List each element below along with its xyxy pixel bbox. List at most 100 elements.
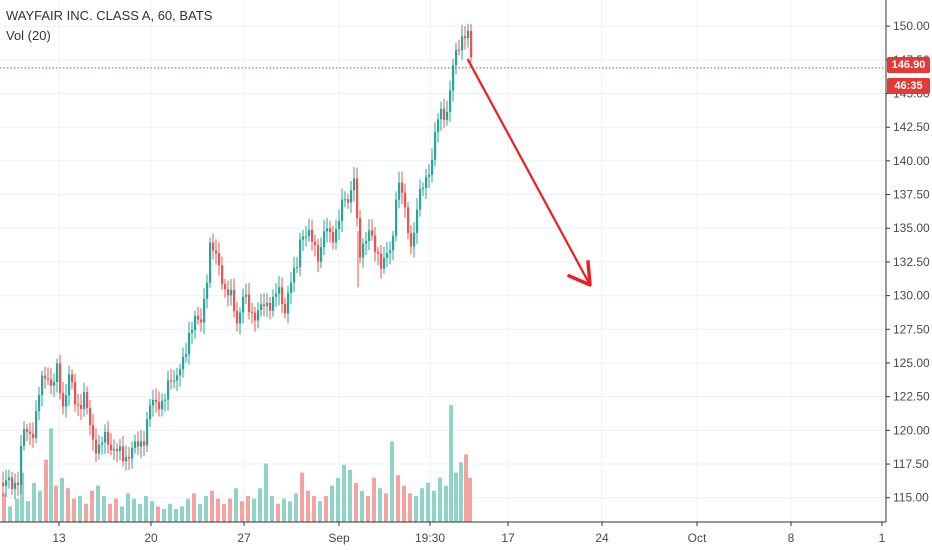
candle-body (398, 182, 401, 200)
volume-bar (354, 483, 358, 522)
volume-bar (78, 496, 82, 522)
volume-bar (270, 496, 274, 522)
volume-bar (276, 503, 280, 522)
candle-body (116, 449, 119, 451)
volume-bar (246, 496, 250, 522)
volume-bar (20, 472, 24, 522)
chart-legend: WAYFAIR INC. CLASS A, 60, BATS Vol (20) (6, 6, 212, 46)
candle-body (320, 247, 323, 262)
candle-body (131, 447, 134, 459)
candle-body (344, 199, 347, 201)
volume-bar (84, 503, 88, 522)
candle-body (95, 439, 98, 454)
candle-body (209, 242, 212, 283)
candle-body (221, 265, 224, 285)
symbol-title[interactable]: WAYFAIR INC. CLASS A, 60, BATS (6, 8, 213, 23)
volume-bar (2, 493, 6, 522)
candle-body (236, 311, 239, 324)
candle-body (194, 315, 197, 331)
candle-body (110, 444, 113, 451)
candle-body (458, 49, 461, 51)
candle-body (251, 312, 254, 314)
candle-body (74, 382, 77, 405)
candle-body (299, 239, 302, 268)
volume-bar (396, 475, 400, 522)
candle-body (272, 296, 275, 311)
candle-body (392, 235, 395, 251)
volume-bar (192, 493, 196, 522)
candle-body (167, 380, 170, 400)
volume-bar (426, 483, 430, 522)
candle-body (245, 294, 248, 297)
candle-body (2, 482, 5, 486)
volume-bar (150, 501, 154, 522)
last-price-tag: 146.90 (887, 57, 930, 73)
candle-body (350, 190, 353, 203)
volume-bar (318, 501, 322, 522)
volume-bar (234, 488, 238, 522)
candle-body (143, 441, 146, 446)
candle-body (89, 407, 92, 425)
candle-body (380, 253, 383, 269)
volume-bar (282, 498, 286, 522)
volume-bar (454, 472, 458, 522)
candle-body (359, 218, 362, 258)
volume-bar (464, 454, 468, 522)
candle-body (125, 456, 128, 462)
candle-body (296, 267, 299, 269)
price-tick-label: 120.00 (893, 423, 930, 437)
volume-bar (300, 472, 304, 522)
volume-indicator-label[interactable]: Vol (20) (6, 28, 51, 43)
candle-body (401, 182, 404, 193)
candle-body (404, 192, 407, 208)
candle-body (71, 374, 74, 383)
candle-body (269, 302, 272, 311)
candle-body (290, 282, 293, 293)
price-tick-label: 142.50 (893, 120, 930, 134)
volume-bar (330, 485, 334, 522)
candle-body (341, 199, 344, 221)
candle-body (275, 293, 278, 297)
candle-body (119, 446, 122, 451)
volume-bar (90, 490, 94, 522)
price-tick-label: 140.00 (893, 154, 930, 168)
candle-body (164, 399, 167, 401)
candle-body (128, 456, 131, 459)
down-arrow-annotation[interactable] (466, 58, 592, 287)
candle-body (14, 482, 17, 489)
price-tick-label: 125.00 (893, 356, 930, 370)
candle-body (170, 380, 173, 382)
candle-body (152, 399, 155, 406)
volume-bar (240, 501, 244, 522)
candle-body (383, 257, 386, 269)
volume-bar (432, 490, 436, 522)
candle-body (365, 241, 368, 244)
volume-bar (408, 493, 412, 522)
candle-body (287, 292, 290, 314)
candle-body (188, 332, 191, 355)
candle-body (377, 251, 380, 254)
volume-bar (438, 477, 442, 522)
candle-body (263, 304, 266, 306)
volume-bar (360, 490, 364, 522)
candle-body (389, 250, 392, 253)
volume-bar (459, 462, 463, 522)
price-tick-label: 117.50 (893, 457, 929, 471)
volume-bar (449, 405, 453, 522)
volume-bar (372, 477, 376, 522)
arrow-head (567, 260, 592, 287)
candle-body (266, 302, 269, 306)
candle-body (227, 289, 230, 296)
volume-bar (126, 493, 130, 522)
volume-bar (198, 503, 202, 522)
volume-bar (72, 498, 76, 522)
time-tick-label: 13 (52, 531, 66, 545)
candle-body (137, 441, 140, 447)
volume-bar (32, 483, 36, 522)
candle-body (173, 380, 176, 382)
candle-body (470, 30, 473, 58)
time-axis[interactable]: 13 20 27 Sep 19:30 17 24 Oct 8 1 (0, 521, 886, 545)
candle-body (260, 304, 263, 311)
candle-body (140, 441, 143, 447)
